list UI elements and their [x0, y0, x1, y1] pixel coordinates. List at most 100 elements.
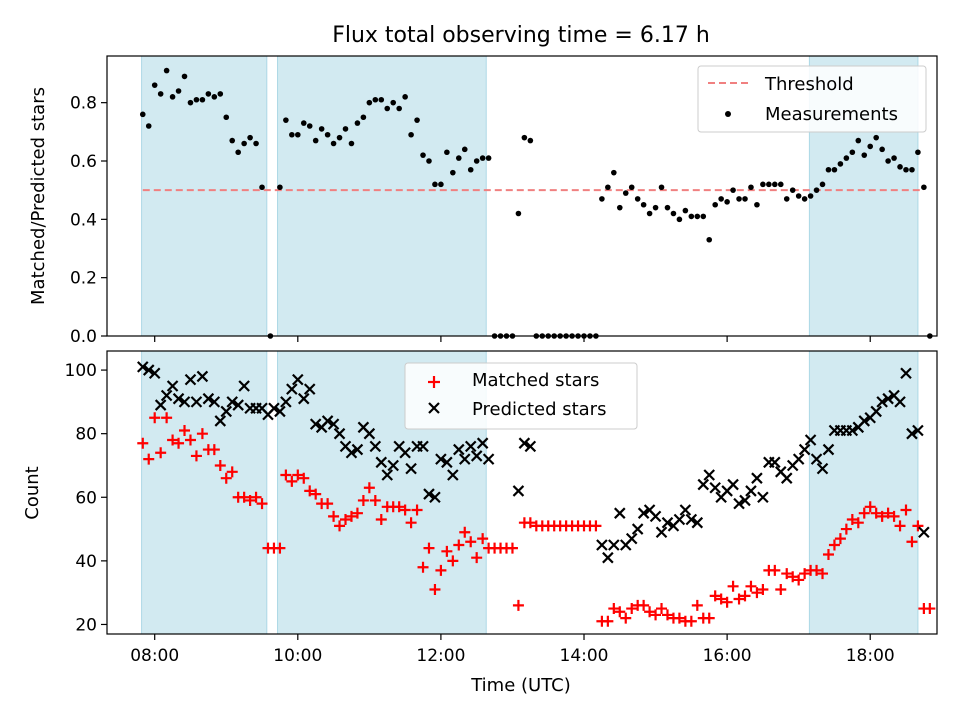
matched-stars-point-108 — [781, 568, 793, 580]
measurement-point-0 — [139, 111, 146, 118]
measurement-point-91 — [688, 213, 695, 220]
measurement-point-88 — [670, 210, 677, 217]
top-y-axis-label: Matched/Predicted stars — [28, 87, 49, 305]
matched-stars-point-82 — [626, 603, 638, 615]
bottom-y-tick-label-80: 80 — [75, 425, 97, 445]
legend-measurements-swatch — [725, 111, 731, 117]
measurement-point-13 — [217, 91, 224, 97]
matched-stars-point-79 — [608, 603, 620, 615]
predicted-stars-point-65 — [614, 507, 626, 519]
measurement-point-9 — [193, 96, 200, 103]
predicted-stars-point-5 — [166, 380, 179, 392]
predicted-stars-point-76 — [679, 504, 692, 516]
matched-stars-point-76 — [590, 520, 602, 532]
measurement-point-100 — [742, 196, 748, 202]
measurement-point-111 — [807, 193, 814, 199]
measurement-point-90 — [682, 207, 689, 214]
matched-stars-point-97 — [715, 593, 727, 605]
bottom-x-ticks: 08:00 10:00 12:00 14:00 16:00 18:00 — [130, 634, 895, 666]
matched-stars-point-36 — [351, 507, 363, 519]
measurement-point-42 — [396, 105, 402, 112]
matched-stars-point-106 — [769, 564, 781, 576]
measurement-point-29 — [318, 126, 325, 132]
predicted-stars-point-62 — [596, 539, 608, 551]
predicted-stars-point-23 — [274, 405, 286, 418]
matched-stars-point-33 — [334, 520, 346, 532]
predicted-stars-point-63 — [602, 551, 614, 564]
measurement-point-104 — [766, 181, 772, 188]
measurement-point-85 — [652, 204, 659, 211]
measurement-point-26 — [300, 120, 307, 126]
matched-stars-point-10 — [196, 428, 208, 440]
bottom-axes-frame — [106, 350, 938, 635]
predicted-stars-point-50 — [435, 453, 447, 465]
matched-stars-point-107 — [775, 583, 787, 595]
measurement-point-130 — [921, 184, 927, 191]
x-tick-label-12-00: 12:00 — [416, 646, 465, 666]
measurement-point-121 — [867, 143, 874, 150]
measurement-point-113 — [819, 181, 826, 188]
measurement-point-31 — [330, 140, 337, 147]
matched-stars-point-90 — [673, 612, 685, 624]
predicted-stars-point-71 — [649, 510, 662, 523]
top-y-tick-label-0.2: 0.2 — [70, 269, 97, 289]
measurement-point-108 — [789, 187, 796, 193]
predicted-stars-point-39 — [369, 440, 382, 453]
matched-stars-point-25 — [286, 475, 298, 487]
measurement-point-80 — [622, 190, 629, 196]
measurement-point-98 — [730, 187, 736, 193]
predicted-stars-point-58 — [482, 453, 495, 465]
measurement-point-126 — [897, 164, 903, 170]
matched-stars-point-44 — [399, 504, 411, 516]
predicted-stars-point-113 — [900, 367, 912, 380]
measurement-point-30 — [324, 131, 331, 138]
measurement-point-79 — [616, 204, 623, 211]
measurement-point-52 — [455, 155, 462, 161]
predicted-stars-point-32 — [327, 418, 340, 430]
predicted-stars-point-31 — [321, 415, 334, 427]
predicted-stars-point-57 — [476, 437, 489, 449]
matched-stars-point-84 — [638, 599, 650, 611]
measurement-point-125 — [891, 155, 897, 161]
measurement-point-105 — [772, 181, 778, 188]
matched-stars-point-53 — [453, 539, 465, 551]
predicted-stars-point-110 — [882, 392, 894, 405]
predicted-stars-point-47 — [417, 440, 429, 453]
measurement-point-27 — [306, 123, 313, 129]
matched-stars-point-7 — [179, 424, 191, 436]
x-tick-label-16-00: 16:00 — [703, 646, 752, 666]
measurement-point-1 — [145, 123, 152, 129]
predicted-stars-point-80 — [703, 469, 716, 481]
predicted-stars-point-35 — [345, 446, 358, 459]
measurement-point-81 — [628, 184, 635, 191]
measurement-point-116 — [837, 161, 844, 167]
predicted-stars-point-89 — [757, 491, 769, 504]
measurement-point-112 — [813, 187, 820, 193]
predicted-stars-point-49 — [429, 491, 441, 504]
predicted-stars-point-67 — [625, 532, 638, 545]
predicted-stars-point-26 — [292, 373, 304, 386]
measurement-point-2 — [151, 82, 158, 88]
measurement-point-114 — [825, 166, 832, 173]
bottom-panel: 08:00 10:00 12:00 14:00 16:00 18:00 20 40 60 80 1… — [22, 350, 938, 696]
top-axes-frame — [106, 55, 938, 337]
measurement-point-96 — [718, 196, 724, 202]
predicted-stars-point-24 — [280, 396, 292, 408]
matched-stars-point-45 — [405, 517, 417, 529]
matched-stars-point-14 — [220, 472, 232, 484]
matched-stars-point-35 — [345, 510, 357, 522]
predicted-stars-point-22 — [268, 402, 280, 415]
top-y-tick-label-0: 0.0 — [70, 327, 97, 347]
predicted-stars-point-104 — [846, 424, 859, 437]
matched-stars-point-63 — [512, 599, 524, 611]
matched-stars-point-78 — [602, 615, 614, 627]
matched-stars-point-93 — [691, 599, 703, 611]
bottom-y-axis-label: Count — [22, 466, 43, 519]
measurement-point-15 — [229, 137, 236, 144]
matched-stars-point-54 — [459, 526, 471, 538]
matched-stars-point-48 — [423, 542, 435, 554]
bottom-legend-box — [404, 362, 638, 430]
measurement-point-40 — [384, 105, 391, 112]
x-tick-label-08-00: 08:00 — [130, 646, 179, 666]
